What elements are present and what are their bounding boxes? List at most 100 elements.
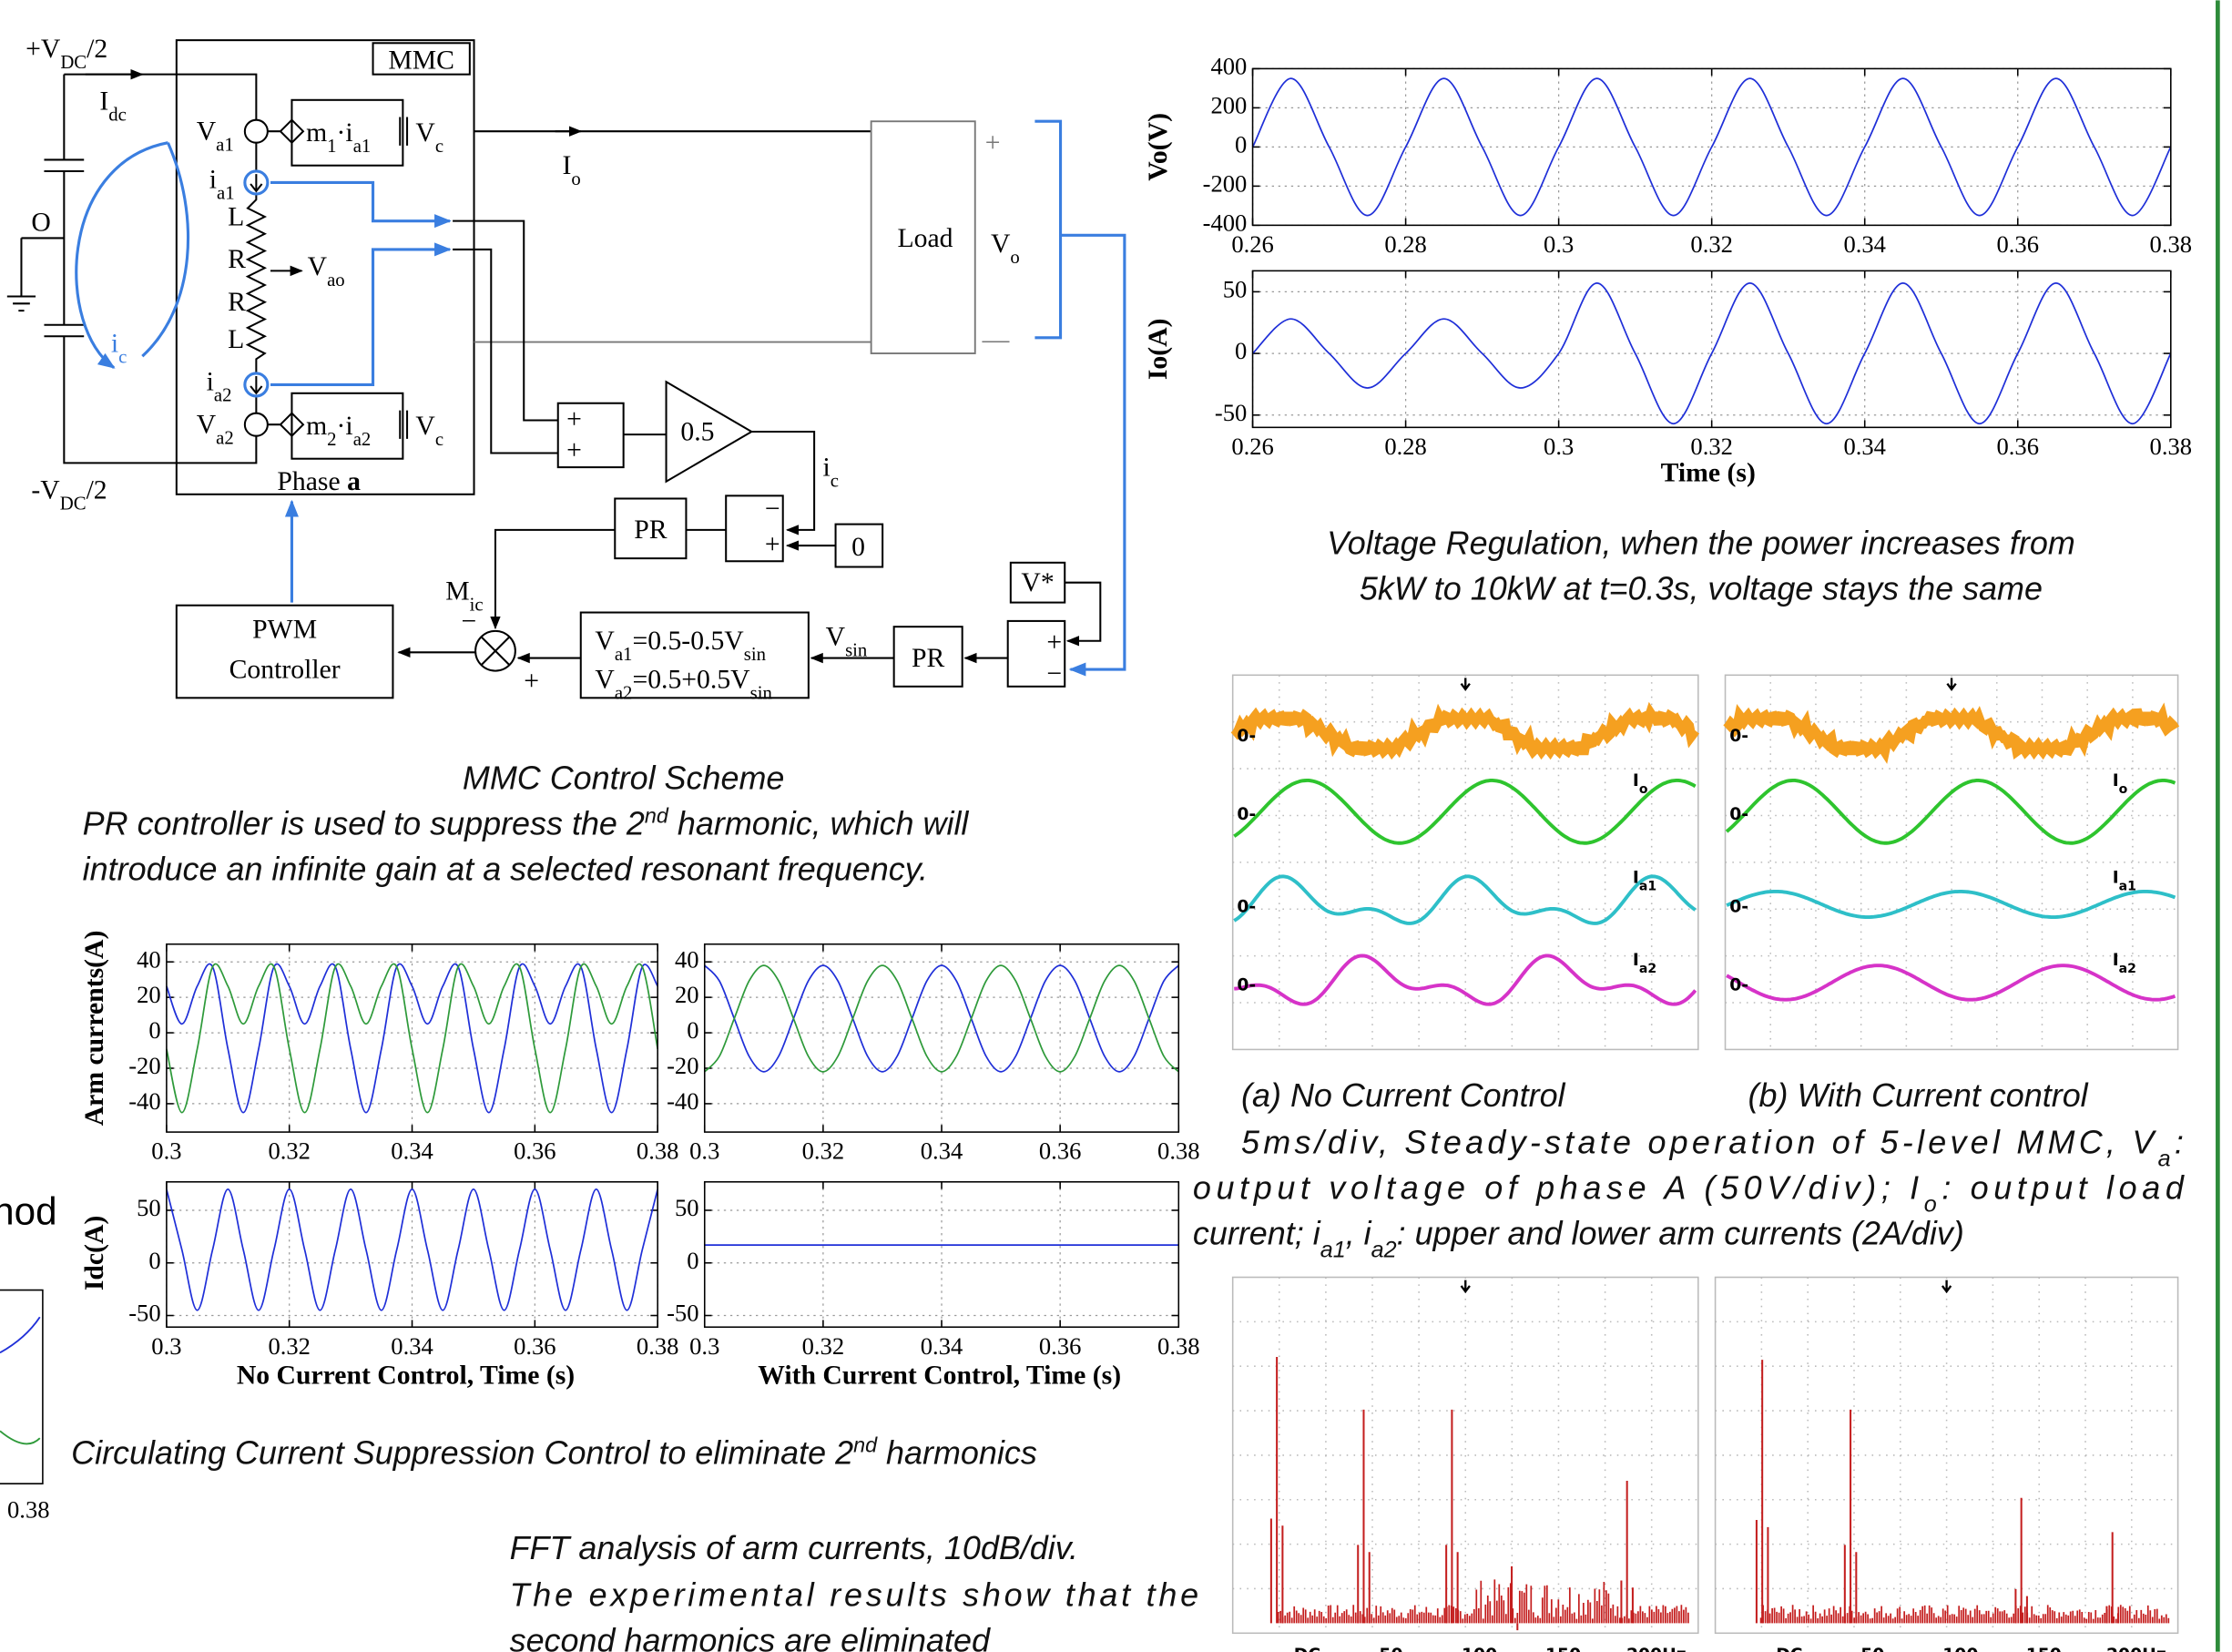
tspan: a2 [216,427,234,448]
caption: PR controller is used to suppress the 2n… [83,803,970,841]
caption: MMC Control Scheme [463,759,784,796]
y-tick-label: -50 [667,1300,698,1327]
gain-label: 0.5 [680,417,714,446]
vo-minus: — [982,325,1010,354]
tspan: Circulating Current Suppression Control … [71,1433,853,1471]
y-tick-label: 40 [675,945,699,973]
caption: 5kW to 10kW at t=0.3s, voltage stays the… [1360,569,2043,607]
trace-label-main: I [1633,771,1639,790]
fft-x-label: DC [1776,1646,1802,1652]
tspan: DC [60,51,87,72]
trace-label-main: I [2113,951,2119,970]
tspan: i [111,329,118,358]
tspan: c [118,346,127,367]
x-axis-label: Time (s) [1661,459,1756,488]
tspan: c [831,470,839,491]
x-tick-label: 0.28 [1384,230,1426,258]
tspan: current; i [1193,1215,1321,1252]
tspan: /2 [87,475,107,505]
fft-x-label: 200Hz [1626,1646,1687,1652]
fft-panel: DC50100150200Hz [1233,1278,1698,1652]
y-tick-label: -400 [1203,209,1248,236]
tspan: : output load [1942,1169,2184,1207]
pwm-label: Controller [229,655,341,684]
edge-text: hod [0,1190,57,1233]
tspan: I [562,151,571,180]
tspan: c [435,429,443,450]
fft-x-label: 150 [2026,1646,2062,1652]
x-tick-label: 0.36 [514,1332,555,1360]
fft-x-label: 150 [1545,1646,1581,1652]
trace-label-sub: a1 [1639,880,1656,894]
sum-sign: + [566,436,582,465]
resistor-label: R [228,245,246,274]
y-tick-label: 20 [137,981,161,1008]
zero-marker: 0- [1729,805,1748,824]
tspan: i [207,368,214,397]
fft-x-label: 50 [1379,1646,1402,1652]
y-tick-label: 0 [148,1247,160,1274]
tspan: ·i [337,412,353,441]
tspan: a1 [615,644,633,665]
y-axis-label: Arm currents(A) [80,931,109,1127]
x-tick-label: 0.38 [2150,230,2192,258]
tspan: sin [750,682,773,703]
x-tick-label: 0.32 [268,1332,310,1360]
tspan: PR controller is used to suppress the 2 [83,804,645,841]
tspan: harmonic, which will [668,804,970,841]
tspan: 5ms/div, Steady-state operation of 5-lev… [1241,1124,2156,1161]
y-tick-label: -40 [128,1087,160,1115]
pwm-label: PWM [252,616,317,645]
tspan: nd [853,1433,878,1456]
tspan: I [99,87,108,117]
tspan: V [991,229,1011,259]
tspan: : upper and lower arm currents (2A/div) [1397,1215,1964,1252]
x-tick-label: 0.36 [1997,230,2039,258]
tspan: V [197,117,217,147]
tspan: ·i [337,118,353,148]
tspan: V [197,411,217,440]
caption: (b) With Current control [1748,1076,2089,1114]
caption: introduce an infinite gain at a selected… [83,850,928,887]
tspan: m [306,412,327,441]
tspan: a2 [214,384,232,405]
mult-sign: − [461,607,476,636]
y-tick-label: -40 [667,1087,698,1115]
tspan: a2 [615,682,633,703]
y-tick-label: -20 [128,1052,160,1079]
tspan: m [306,118,327,148]
x-tick-label: 0.28 [1384,433,1426,460]
fft-panel: DC50100150200Hz [1716,1278,2178,1652]
x-tick-label: 0.3 [689,1137,719,1165]
zero-ref: 0 [851,533,865,562]
x-axis-label: No Current Control, Time (s) [237,1361,575,1391]
tspan: i [209,166,217,195]
fft-x-label: DC [1294,1646,1320,1652]
tspan: : [2175,1124,2184,1161]
y-axis-label: Idc(A) [80,1216,109,1290]
x-tick-label: 0.34 [391,1332,433,1360]
y-tick-label: 50 [1223,275,1248,302]
trace-label-main: I [2113,771,2119,790]
phase-label: Phase a [277,467,361,496]
x-tick-label: 0.3 [151,1137,181,1165]
y-tick-label: 0 [1235,130,1247,158]
tspan: o [1924,1192,1937,1218]
x-tick-label: 0.3 [1544,433,1574,460]
caption: FFT analysis of arm currents, 10dB/div. [510,1529,1078,1566]
x-tick-label: 0.26 [1231,433,1273,460]
y-tick-label: 40 [137,945,161,973]
zero-marker: 0- [1729,727,1748,746]
tspan: V [415,412,435,441]
trace-label-sub: a1 [2119,880,2136,894]
trace-label-sub: o [2119,782,2128,797]
scope-panel: 0-0-0-0-IoIa1Ia2 [1233,675,1698,1049]
tspan: a1 [1320,1238,1346,1263]
tspan: /2 [87,35,107,64]
chart: 0.30.320.340.360.38-40-2002040Arm curren… [80,931,678,1165]
x-tick-label: 0.32 [1690,230,1732,258]
tspan: V [826,622,846,651]
x-tick-label: 0.3 [1544,230,1574,258]
x-tick-label: 0.38 [1157,1137,1199,1165]
chart: 0.30.320.340.360.38-40-2002040 [667,944,1199,1165]
